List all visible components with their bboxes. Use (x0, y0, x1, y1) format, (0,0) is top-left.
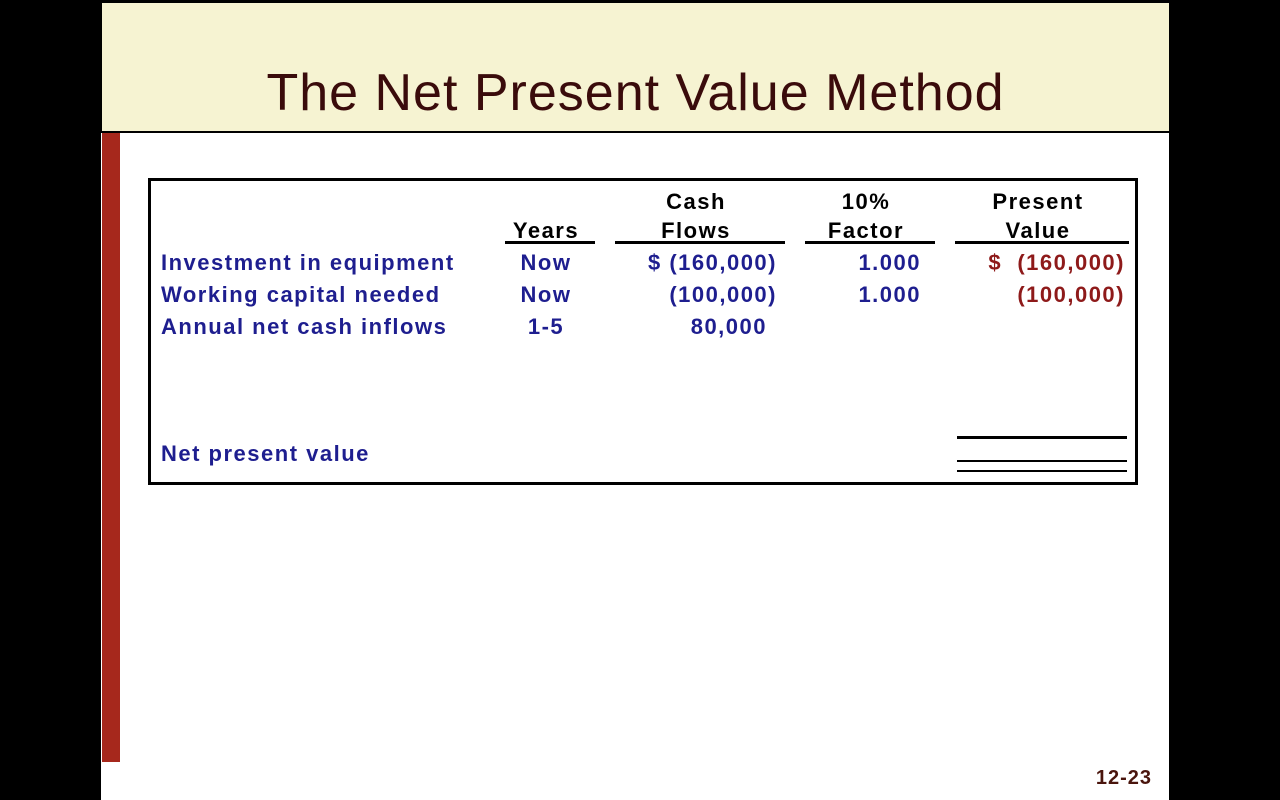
table-row-working-capital: Working capital needed Now (100,000) 1.0… (151, 279, 1135, 311)
header-factor-line1: 10% (841, 189, 891, 214)
table-row-annual-inflows: Annual net cash inflows 1-5 80,000 (151, 311, 1135, 343)
row-present-value: (100,000) (1017, 282, 1125, 307)
row-cash-flows: 80,000 (690, 314, 767, 339)
double-underline (957, 460, 1127, 472)
table-row-net-present-value: Net present value (151, 436, 1135, 472)
table-header-row-2: Years Flows Factor Value (151, 215, 1135, 247)
row-label: Annual net cash inflows (161, 314, 448, 339)
total-row-label: Net present value (161, 441, 370, 466)
header-cash-flows-line1: Cash (666, 189, 726, 214)
row-label: Investment in equipment (161, 250, 455, 275)
table-row-investment: Investment in equipment Now $ (160,000) … (151, 247, 1135, 279)
slide-title: The Net Present Value Method (266, 64, 1005, 122)
header-factor-line2: Factor (791, 218, 941, 244)
row-present-value: $ (160,000) (988, 250, 1125, 275)
accent-bar (102, 133, 120, 762)
table-empty-space (151, 343, 1135, 436)
row-years: 1-5 (527, 314, 565, 339)
page-number: 12-23 (1095, 767, 1152, 789)
header-present-value-line2: Value (941, 218, 1135, 244)
header-cash-flows-line2: Flows (601, 218, 791, 244)
table-header-row-1: Cash 10% Present (151, 181, 1135, 215)
total-present-value-cell (941, 436, 1135, 472)
row-years: Now (520, 250, 572, 275)
header-years-line2: Years (491, 218, 601, 244)
row-cash-flows: (100,000) (669, 282, 777, 307)
npv-table: Cash 10% Present Years Flows Factor Valu… (148, 178, 1138, 485)
title-band: The Net Present Value Method (102, 3, 1169, 133)
row-factor: 1.000 (858, 250, 921, 275)
row-factor: 1.000 (858, 282, 921, 307)
row-cash-flows: $ (160,000) (647, 250, 777, 275)
row-years: Now (520, 282, 572, 307)
header-present-value-line1: Present (992, 189, 1084, 214)
row-label: Working capital needed (161, 282, 441, 307)
